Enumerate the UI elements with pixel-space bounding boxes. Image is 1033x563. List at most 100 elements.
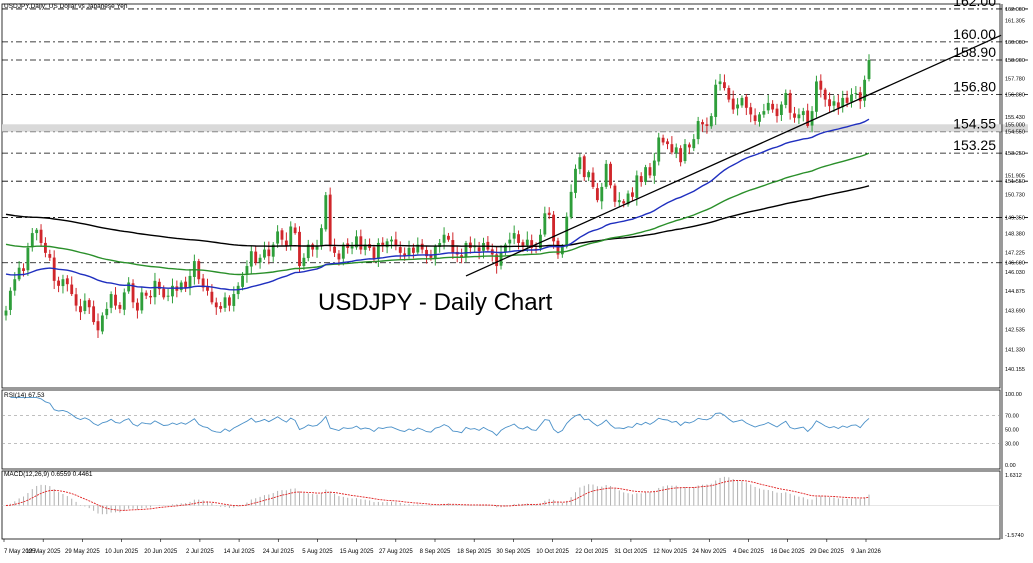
candle-body-120 [530,240,534,248]
price-tick-label-9: 153.250 [1005,151,1025,157]
candle-body-85 [376,242,380,260]
price-tick-label-12: 150.730 [1005,193,1025,199]
candle-body-33 [149,295,152,298]
candle-body-26 [118,304,122,309]
rsi-panel: 100.00 70.00 50.00 30.00 0.00 [2,392,1022,469]
candle-body-174 [766,102,770,111]
candle-body-150 [661,137,665,143]
candle-body-106 [468,242,472,248]
sma-100-line [5,152,870,276]
candle-body-69 [306,244,310,259]
candle-body-180 [793,113,796,118]
candle-body-197 [867,60,871,80]
candle-body-128 [565,216,569,247]
macd-panel: 1.6312 -1.5740 [2,473,1024,539]
date-label-19: 4 Dec 2025 [733,549,764,555]
candle-body-185 [815,81,818,112]
candle-body-188 [828,99,831,107]
date-label-2: 29 May 2025 [65,549,100,555]
macd-signal-line [5,480,870,511]
candle-body-89 [394,239,398,247]
candle-body-173 [762,111,766,115]
candle-body-58 [258,257,262,263]
candle-body-67 [298,231,301,267]
candle-body-66 [293,227,297,234]
date-label-16: 31 Oct 2025 [615,549,648,555]
candle-body-104 [460,255,464,258]
candle-body-176 [775,108,779,117]
date-label-13: 30 Sep 2025 [496,549,531,555]
level-label-2: 158.90 [953,44,996,60]
candle-body-105 [464,242,468,257]
candle-body-63 [280,230,284,240]
candle-body-160 [705,124,709,126]
date-label-3: 10 Jun 2025 [105,549,139,555]
date-label-20: 16 Dec 2025 [771,549,806,555]
macd-tick-label-1: -1.5740 [1005,533,1024,539]
candle-body-36 [162,288,166,298]
candle-body-118 [521,242,525,247]
price-tick-label-19: 143.690 [1005,309,1025,315]
candle-body-141 [622,201,626,204]
date-label-1: 19 May 2025 [26,549,61,555]
candle-body-162 [714,84,718,117]
candle-body-151 [666,141,669,145]
candle-body-18 [83,300,87,311]
level-label-5: 153.25 [953,137,996,153]
date-label-8: 5 Aug 2025 [302,549,333,555]
candle-body-116 [512,233,516,239]
date-label-4: 20 Jun 2025 [144,549,178,555]
candle-body-16 [74,294,78,306]
candle-body-136 [600,186,604,202]
price-tick-label-20: 142.535 [1005,328,1025,334]
candle-body-25 [114,294,117,306]
candle-body-175 [771,103,775,110]
price-tick-label-21: 141.330 [1005,348,1025,354]
candle-body-62 [276,231,280,244]
candle-body-49 [219,306,223,309]
candle-body-23 [105,308,109,316]
candle-body-127 [560,246,564,255]
candle-body-61 [271,244,275,257]
price-tick-label-22: 140.155 [1005,367,1025,373]
level-label-3: 156.80 [953,79,996,95]
candle-body-130 [574,168,577,193]
candle-body-68 [302,257,306,266]
price-axis: 162.000 161.305 160.000 158.900 157.780 156.8… [1001,4,1025,539]
candle-body-17 [79,306,82,313]
candle-body-147 [648,167,652,176]
candle-body-177 [779,104,783,115]
candle-body-186 [819,80,823,90]
candle-body-21 [96,321,100,331]
price-tick-label-10: 151.905 [1005,173,1025,179]
candle-body-55 [245,266,249,275]
candle-body-156 [687,144,691,148]
candle-body-2 [13,279,17,291]
candle-body-166 [731,98,735,110]
price-tick-label-13: 149.350 [1005,215,1025,221]
candle-body-163 [718,81,722,85]
date-label-17: 12 Nov 2025 [653,549,688,555]
candle-body-81 [359,236,363,250]
date-label-6: 14 Jul 2025 [224,549,256,555]
candle-body-154 [679,148,683,163]
candle-body-35 [157,281,161,290]
candle-body-80 [355,236,358,248]
rsi-line [10,397,870,437]
candle-body-73 [324,195,328,230]
candle-body-76 [337,253,341,260]
candle-body-119 [525,239,529,246]
price-tick-label-0: 162.000 [1005,7,1025,13]
candle-body-51 [227,297,231,306]
candle-body-196 [863,79,867,101]
level-label-0: 162.00 [953,0,996,9]
trendline [465,34,1002,277]
date-label-15: 22 Oct 2025 [575,549,608,555]
candle-body-167 [736,104,740,109]
candle-body-90 [398,247,402,253]
support-band-rect [2,124,1028,132]
candle-body-92 [407,247,411,256]
candle-body-97 [429,255,433,258]
candle-body-149 [657,137,661,162]
